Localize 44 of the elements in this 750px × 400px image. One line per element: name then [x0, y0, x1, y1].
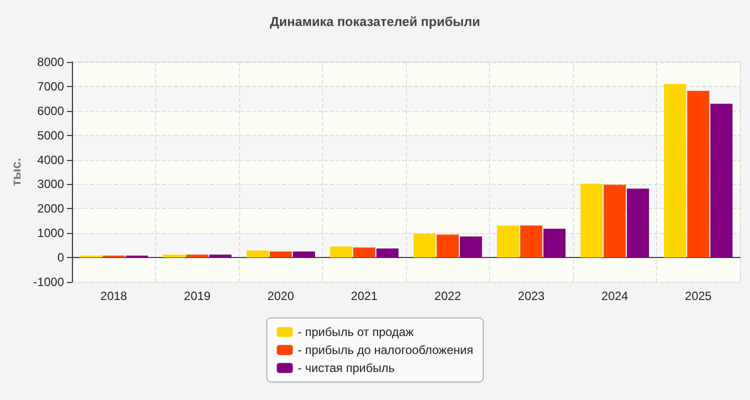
bar — [460, 236, 482, 258]
x-tick-label: 2022 — [434, 289, 462, 303]
bar — [580, 184, 603, 258]
chart-title: Динамика показателей прибыли — [270, 14, 480, 29]
x-tick-label: 2020 — [267, 289, 294, 303]
bar — [543, 228, 566, 258]
y-tick-label: 7000 — [37, 79, 64, 94]
legend-label: - прибыль от продаж — [298, 325, 414, 339]
x-tick-label: 2024 — [601, 289, 628, 303]
bar — [163, 254, 186, 258]
x-tick-label: 2021 — [350, 289, 378, 303]
x-tick-label: 2018 — [100, 289, 128, 303]
y-tick-label: 5000 — [37, 128, 64, 142]
y-tick-label: 3000 — [37, 177, 64, 192]
bar — [626, 188, 649, 258]
bar — [209, 254, 232, 258]
y-tick-label: 4000 — [37, 152, 64, 167]
bar — [520, 226, 542, 258]
y-tick-label: 1000 — [37, 226, 64, 240]
bar — [710, 104, 732, 258]
x-tick-label: 2023 — [518, 289, 545, 303]
bar — [687, 90, 710, 258]
y-tick-label: 2000 — [37, 202, 64, 216]
bar — [292, 251, 315, 258]
y-axis-title: тыс. — [8, 158, 24, 186]
x-tick-label: 2025 — [684, 289, 712, 303]
bar — [330, 246, 352, 258]
bar — [270, 251, 292, 258]
bar — [353, 248, 376, 258]
legend-label: - прибыль до налогообложения — [298, 343, 474, 357]
bar — [376, 248, 398, 258]
bar — [604, 184, 626, 258]
bar — [436, 234, 459, 258]
bar — [414, 234, 436, 258]
bar — [497, 226, 520, 258]
y-tick-label: 6000 — [37, 104, 64, 118]
bar — [186, 254, 208, 258]
y-tick-label: 8000 — [37, 55, 64, 69]
y-tick-label: -1000 — [33, 275, 64, 289]
bar — [246, 250, 269, 258]
y-tick-label: 0 — [57, 250, 64, 265]
legend-label: - чистая прибыль — [298, 361, 395, 375]
x-tick-label: 2019 — [184, 289, 211, 303]
bar — [664, 84, 686, 258]
